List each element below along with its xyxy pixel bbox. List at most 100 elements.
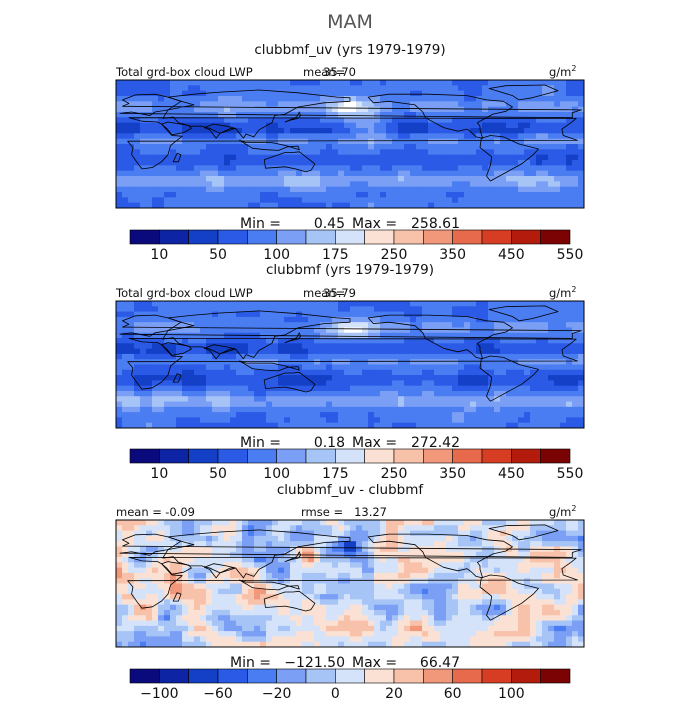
colorbar-tick-label: 20	[385, 686, 403, 700]
colorbar-swatch	[423, 449, 452, 463]
colorbar-swatch	[306, 449, 335, 463]
colorbar-swatch	[189, 449, 218, 463]
colorbar-tick-label: −20	[262, 686, 292, 700]
colorbar-swatch	[159, 230, 188, 244]
colorbar-swatch	[277, 669, 306, 683]
panel-1-mean-value: 35.70	[323, 65, 356, 79]
panel-2-min-label: Min =	[240, 435, 281, 451]
colorbar-swatch	[511, 449, 540, 463]
colorbar-tick-label: 250	[381, 247, 408, 263]
colorbar-tick-label: 50	[209, 247, 227, 263]
colorbar-swatch	[218, 669, 247, 683]
colorbar-swatch	[189, 669, 218, 683]
colorbar-swatch	[365, 230, 394, 244]
colorbar-tick-label: 100	[498, 686, 525, 700]
panel-3-title: clubbmf_uv - clubbmf	[277, 482, 425, 498]
colorbar-tick-label: 350	[439, 466, 466, 482]
colorbar-swatch	[306, 230, 335, 244]
colorbar-swatch	[277, 230, 306, 244]
panel-2-variable: Total grd-box cloud LWP	[115, 286, 253, 300]
panel-1-max-label: Max =	[352, 216, 397, 232]
panel-3-max-label: Max =	[352, 655, 397, 671]
colorbar-swatch	[335, 449, 364, 463]
colorbar-swatch	[541, 230, 570, 244]
panel-1-colorbar: 10 50 100 175 250 350 450 550	[130, 230, 583, 263]
panel-3: clubbmf_uv - clubbmf mean = -0.09 rmse =…	[116, 482, 585, 700]
colorbar-swatch	[394, 230, 423, 244]
panel-2-max-label: Max =	[352, 435, 397, 451]
colorbar-tick-label: 175	[322, 247, 349, 263]
panel-1-min-value: 0.45	[314, 216, 345, 232]
colorbar-swatch	[511, 669, 540, 683]
colorbar-tick-label: 50	[209, 466, 227, 482]
colorbar-tick-label: 100	[263, 247, 290, 263]
panel-2-title: clubbmf (yrs 1979-1979)	[266, 262, 434, 278]
colorbar-tick-label: 550	[557, 466, 584, 482]
colorbar-tick-label: 60	[444, 686, 462, 700]
colorbar-tick-label: 100	[263, 466, 290, 482]
colorbar-swatch	[511, 230, 540, 244]
colorbar-swatch	[453, 230, 482, 244]
colorbar-tick-label: 450	[498, 247, 525, 263]
panel-3-mean-value: -0.09	[165, 505, 195, 519]
colorbar-tick-label: 250	[381, 466, 408, 482]
colorbar-swatch	[394, 669, 423, 683]
figure-title: MAM	[327, 11, 373, 33]
colorbar-swatch	[394, 449, 423, 463]
colorbar-swatch	[453, 669, 482, 683]
panel-3-min-label: Min =	[230, 655, 271, 671]
panel-1-variable: Total grd-box cloud LWP	[115, 65, 253, 79]
panel-1-units: g/m2	[549, 64, 576, 79]
colorbar-swatch	[159, 669, 188, 683]
colorbar-tick-label: 10	[150, 247, 168, 263]
colorbar-tick-label: 175	[322, 466, 349, 482]
colorbar-tick-label: −60	[203, 686, 233, 700]
colorbar-swatch	[247, 230, 276, 244]
colorbar-swatch	[218, 449, 247, 463]
panel-2-min-value: 0.18	[314, 435, 345, 451]
colorbar-tick-label: −100	[140, 686, 178, 700]
panel-3-rmse-label: rmse =	[301, 505, 343, 519]
colorbar-swatch	[189, 230, 218, 244]
panel-3-units: g/m2	[549, 504, 576, 519]
colorbar-tick-label: 350	[439, 247, 466, 263]
colorbar-swatch	[159, 449, 188, 463]
panel-3-mean-label: mean =	[116, 505, 162, 519]
colorbar-swatch	[365, 669, 394, 683]
colorbar-tick-label: 0	[331, 686, 340, 700]
colorbar-swatch	[541, 449, 570, 463]
colorbar-swatch	[335, 669, 364, 683]
colorbar-swatch	[130, 669, 159, 683]
colorbar-swatch	[335, 230, 364, 244]
colorbar-swatch	[247, 449, 276, 463]
panel-2-mean-value: 35.79	[323, 286, 356, 300]
panel-3-min-value: −121.50	[284, 655, 345, 671]
colorbar-tick-label: 450	[498, 466, 525, 482]
colorbar-swatch	[130, 449, 159, 463]
panel-1-title: clubbmf_uv (yrs 1979-1979)	[254, 42, 445, 58]
colorbar-swatch	[482, 449, 511, 463]
panel-2: clubbmf (yrs 1979-1979) Total grd-box cl…	[115, 262, 585, 482]
colorbar-tick-label: 550	[557, 247, 584, 263]
colorbar-swatch	[130, 230, 159, 244]
panel-2-units: g/m2	[549, 285, 576, 300]
colorbar-swatch	[423, 669, 452, 683]
panel-2-colorbar: 10 50 100 175 250 350 450 550	[130, 449, 583, 482]
colorbar-swatch	[306, 669, 335, 683]
panel-1-max-value: 258.61	[411, 216, 460, 232]
panel-1: clubbmf_uv (yrs 1979-1979) Total grd-box…	[115, 42, 585, 263]
colorbar-swatch	[453, 449, 482, 463]
colorbar-swatch	[365, 449, 394, 463]
colorbar-swatch	[247, 669, 276, 683]
colorbar-swatch	[277, 449, 306, 463]
colorbar-swatch	[423, 230, 452, 244]
colorbar-swatch	[218, 230, 247, 244]
colorbar-swatch	[482, 230, 511, 244]
colorbar-swatch	[482, 669, 511, 683]
colorbar-swatch	[541, 669, 570, 683]
panel-3-rmse-value: 13.27	[354, 505, 387, 519]
colorbar-tick-label: 10	[150, 466, 168, 482]
panel-3-max-value: 66.47	[420, 655, 460, 671]
panel-2-max-value: 272.42	[411, 435, 460, 451]
panel-1-min-label: Min =	[240, 216, 281, 232]
